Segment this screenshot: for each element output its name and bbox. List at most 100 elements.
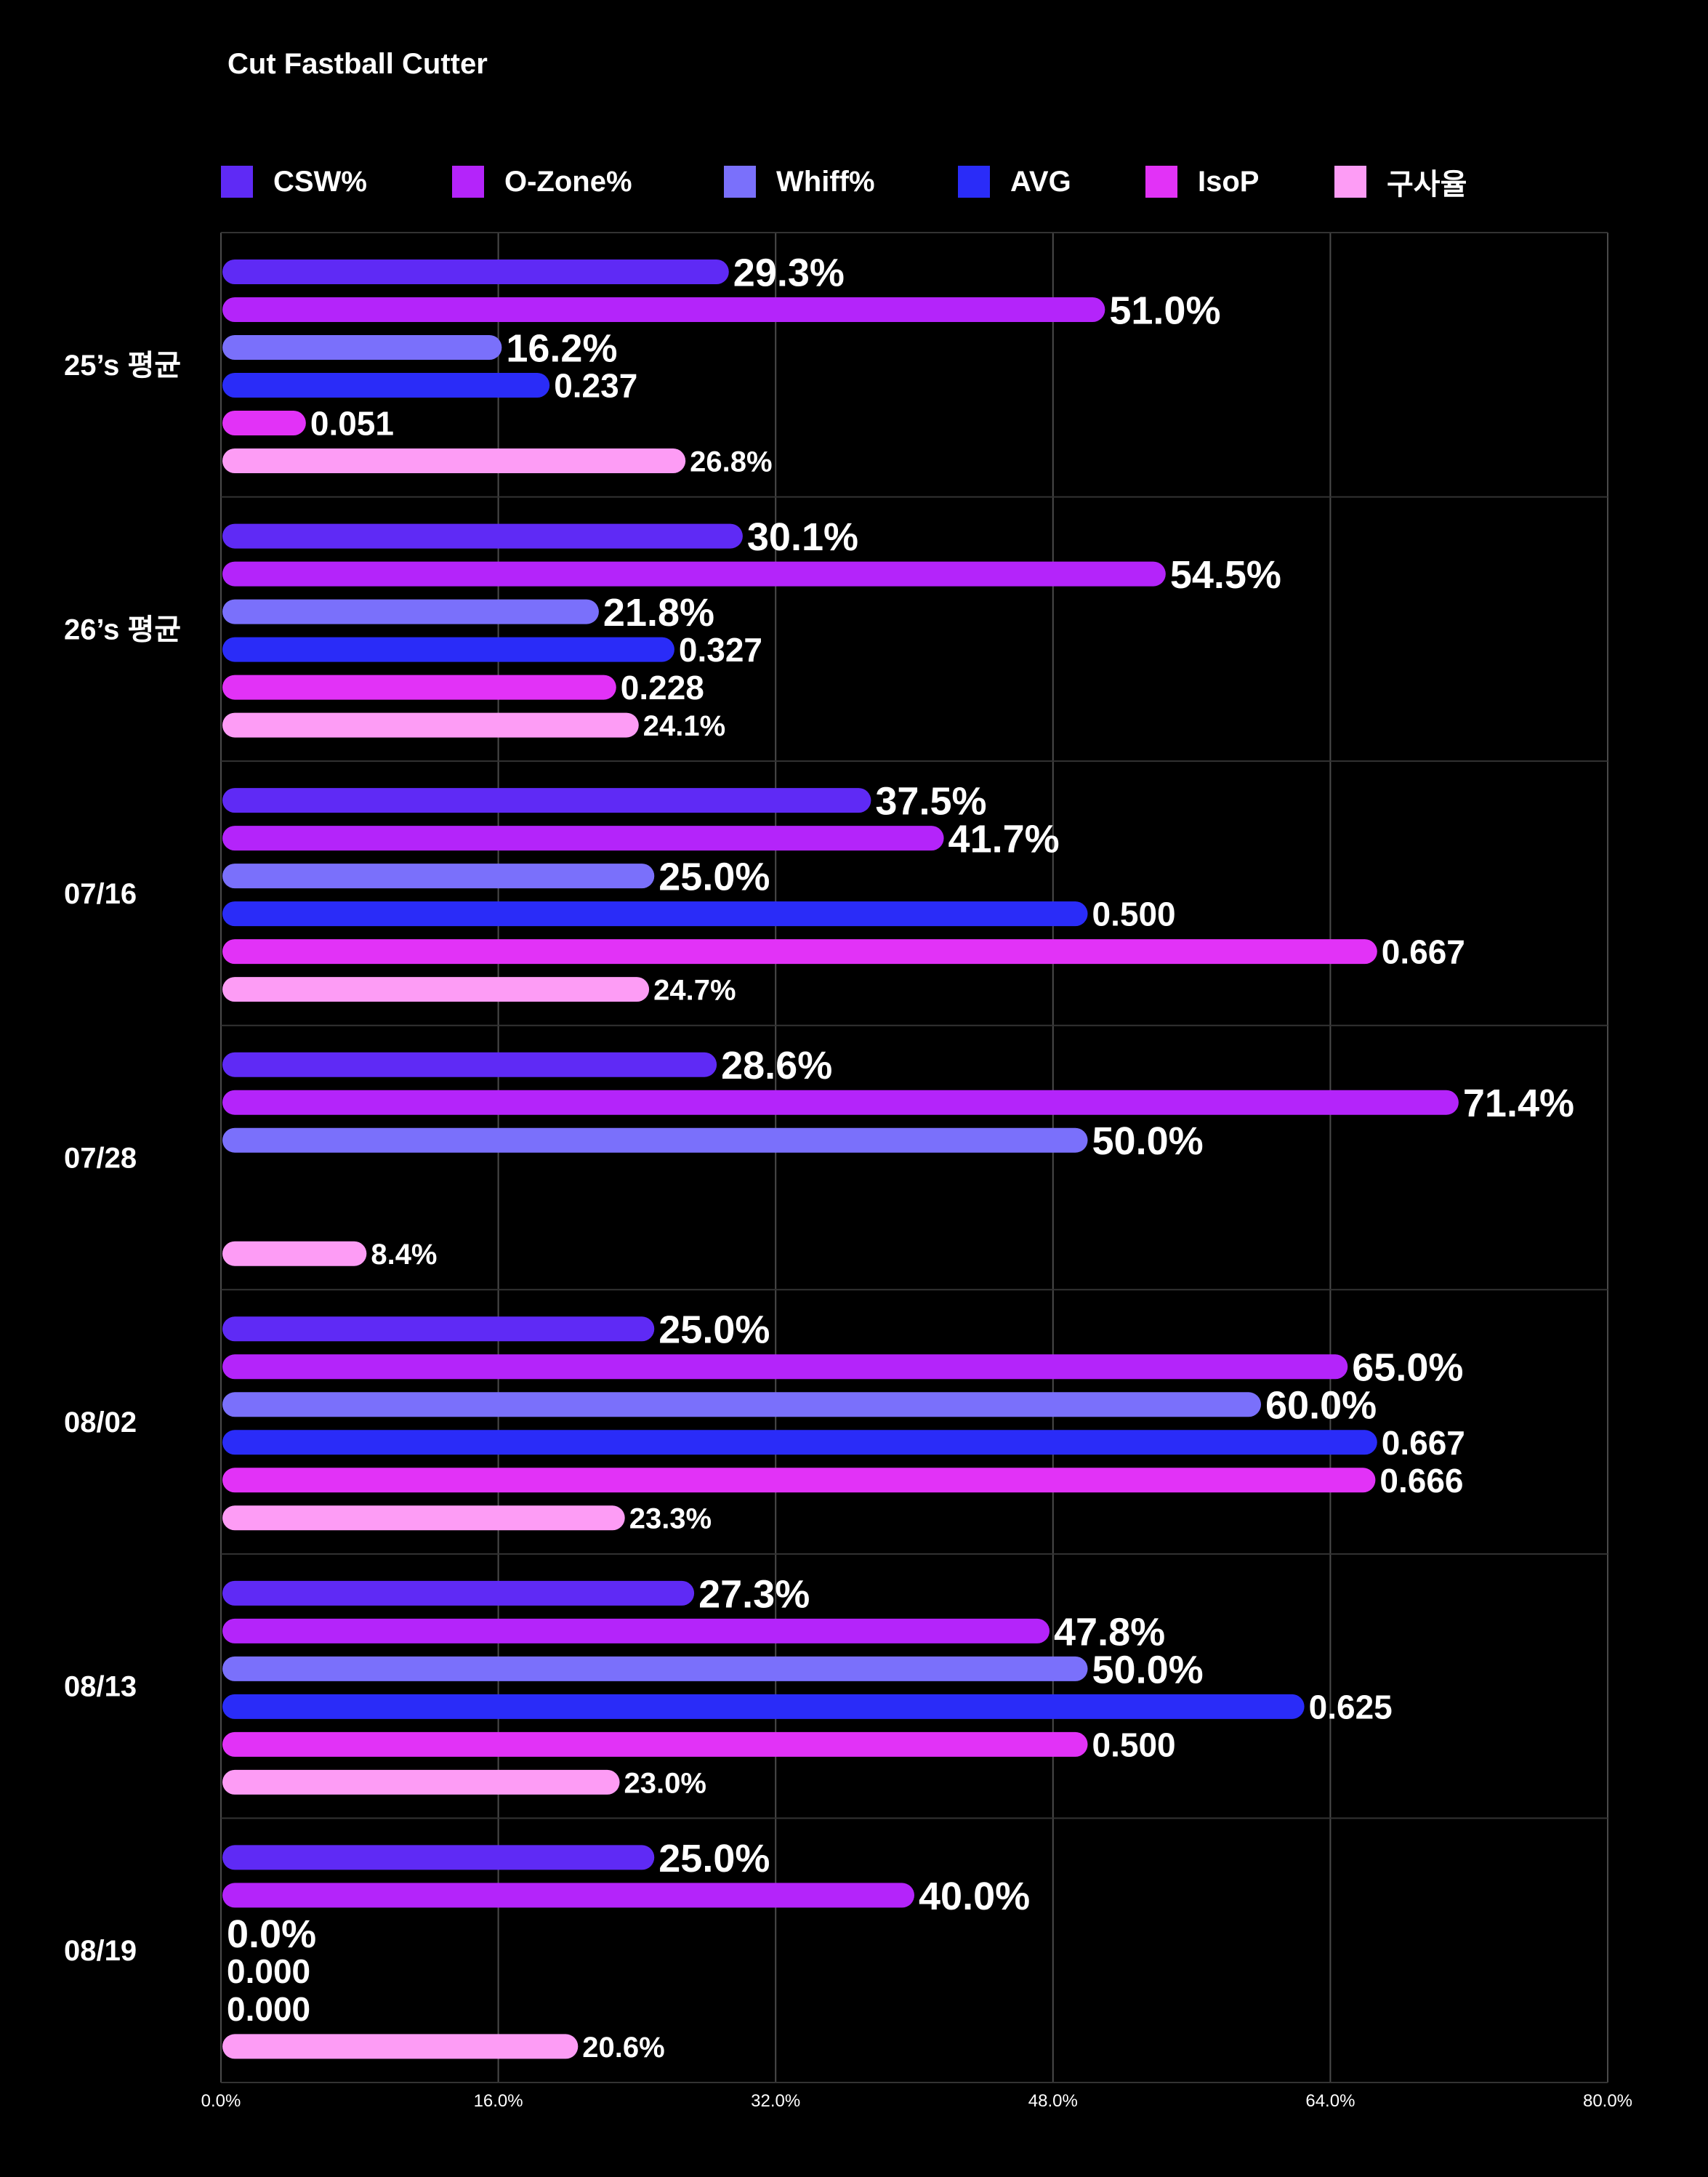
data-label: 0.051: [310, 405, 394, 443]
legend-item: O-Zone%: [452, 164, 632, 200]
data-label: 0.666: [1379, 1462, 1463, 1500]
legend-swatch: [1145, 166, 1177, 198]
bar: [222, 523, 743, 549]
data-label: 47.8%: [1054, 1610, 1165, 1654]
data-label: 0.228: [621, 669, 704, 707]
data-label: 23.3%: [629, 1503, 712, 1535]
legend-label: Whiff%: [776, 165, 875, 198]
data-label: 0.000: [227, 1952, 310, 1990]
legend-swatch: [1334, 166, 1366, 198]
bar: [222, 335, 502, 360]
bar: [222, 1316, 655, 1342]
bar: [222, 2034, 579, 2059]
bar: [222, 1618, 1050, 1643]
x-tick-label: 48.0%: [1028, 2091, 1078, 2111]
category-label: 08/13: [64, 1671, 137, 1703]
category-label: 25’s 평균: [64, 350, 181, 382]
data-label: 25.0%: [658, 856, 770, 899]
data-label: 40.0%: [919, 1875, 1030, 1918]
data-label: 37.5%: [875, 780, 986, 824]
legend-item: CSW%: [221, 164, 367, 200]
data-label: 26.8%: [690, 446, 772, 478]
data-label: 25.0%: [658, 1837, 770, 1880]
bar: [222, 712, 639, 738]
bar: [222, 1392, 1261, 1417]
data-label: 0.000: [227, 1990, 310, 2028]
bar: [222, 561, 1166, 587]
data-label: 23.0%: [624, 1767, 706, 1799]
bar: [222, 1883, 914, 1908]
bar: [222, 901, 1088, 927]
category-label: 07/16: [64, 878, 137, 910]
bar: [222, 1090, 1459, 1115]
data-label: 0.327: [679, 631, 762, 669]
data-label: 8.4%: [371, 1239, 437, 1271]
bar: [222, 1656, 1088, 1681]
data-label: 21.8%: [603, 591, 714, 635]
bar: [222, 826, 944, 851]
bar: [222, 1127, 1088, 1153]
legend-item: IsoP: [1145, 164, 1259, 200]
legend-item: Whiff%: [724, 164, 875, 200]
bar: [222, 1845, 655, 1870]
bar: [222, 1052, 717, 1077]
legend-swatch: [221, 166, 253, 198]
x-tick-label: 32.0%: [751, 2091, 800, 2111]
bar: [222, 411, 306, 435]
x-tick-label: 64.0%: [1305, 2091, 1355, 2111]
chart-legend: CSW% O-Zone% Whiff% AVG IsoP 구사율: [0, 164, 1708, 201]
data-label: 20.6%: [582, 2032, 664, 2064]
data-label: 41.7%: [948, 818, 1060, 861]
data-label: 28.6%: [721, 1044, 832, 1087]
legend-item: 구사율: [1334, 164, 1467, 201]
bar: [222, 637, 674, 662]
data-label: 27.3%: [698, 1572, 810, 1616]
legend-label: O-Zone%: [504, 165, 632, 198]
bar: [222, 788, 871, 813]
category-label: 07/28: [64, 1143, 137, 1175]
bar: [222, 1430, 1377, 1455]
x-tick-label: 16.0%: [474, 2091, 523, 2111]
legend-label: 구사율: [1387, 169, 1467, 201]
bar: [222, 1769, 620, 1795]
data-label: 16.2%: [506, 326, 617, 370]
bar: [222, 1505, 625, 1531]
data-label: 0.500: [1092, 1726, 1176, 1763]
bar: [222, 1694, 1305, 1719]
data-label: 0.667: [1382, 1424, 1465, 1462]
data-label: 29.3%: [733, 251, 845, 294]
data-label: 0.0%: [227, 1912, 316, 1956]
data-label: 50.0%: [1092, 1648, 1204, 1691]
bar: [222, 1241, 367, 1266]
bar: [222, 864, 655, 889]
data-label: 25.0%: [658, 1308, 770, 1352]
bar: [222, 675, 616, 700]
category-label: 26’s 평균: [64, 613, 181, 645]
data-label: 60.0%: [1265, 1384, 1377, 1428]
legend-label: CSW%: [273, 165, 367, 198]
data-label: 0.625: [1309, 1688, 1393, 1726]
bar: [222, 373, 550, 398]
legend-swatch: [724, 166, 756, 198]
x-tick-label: 0.0%: [201, 2091, 241, 2111]
bar: [222, 1354, 1348, 1380]
bar: [222, 259, 729, 284]
data-label: 0.500: [1092, 896, 1176, 933]
bar: [222, 939, 1377, 965]
bar: [222, 297, 1105, 322]
legend-swatch: [958, 166, 990, 198]
data-label: 65.0%: [1352, 1346, 1463, 1390]
data-label: 71.4%: [1463, 1082, 1574, 1125]
legend-swatch: [452, 166, 484, 198]
data-label: 0.667: [1382, 933, 1465, 971]
bar: [222, 1580, 695, 1606]
bar: [222, 977, 650, 1002]
data-label: 30.1%: [747, 515, 858, 559]
legend-label: IsoP: [1198, 165, 1260, 198]
chart-title: Cut Fastball Cutter: [227, 48, 488, 80]
data-label: 24.1%: [643, 710, 725, 742]
bar: [222, 1731, 1088, 1757]
data-label: 24.7%: [653, 975, 736, 1007]
